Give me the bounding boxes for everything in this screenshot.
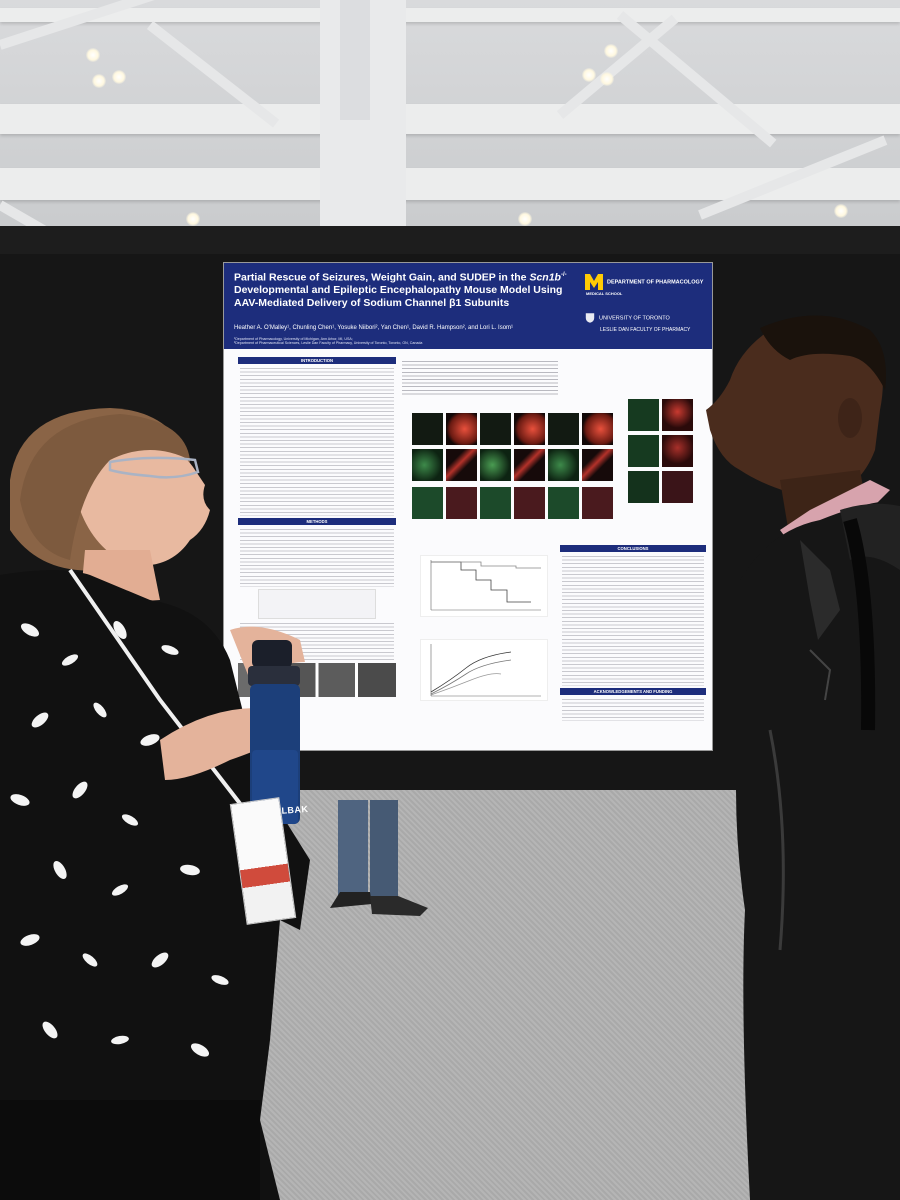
conclusions-panel: CONCLUSIONS ACKNOWLEDGEMENTS AND FUNDING (560, 545, 706, 723)
conclusions-text (562, 554, 704, 686)
introduction-heading: INTRODUCTION (238, 357, 396, 364)
micrograph (514, 449, 545, 481)
micrograph (582, 449, 613, 481)
micrograph (662, 471, 693, 503)
micrograph (446, 449, 477, 481)
micrograph (446, 487, 477, 519)
ceiling-duct (340, 0, 370, 120)
poster-affiliations: ¹Department of Pharmacology, University … (234, 337, 423, 346)
michigan-logo: DEPARTMENT OF PHARMACOLOGY MEDICAL SCHOO… (584, 273, 708, 297)
micrograph (412, 487, 443, 519)
ceiling-light (186, 212, 200, 226)
micrograph (548, 487, 579, 519)
weight-plot (420, 639, 548, 701)
dress-pattern (10, 620, 229, 1057)
ceiling-light (600, 72, 614, 86)
survival-plot (420, 555, 548, 617)
micrograph (480, 487, 511, 519)
micrograph (480, 449, 511, 481)
introduction-text (240, 366, 394, 516)
water-bottle (248, 640, 300, 824)
poster-header: Partial Rescue of Seizures, Weight Gain,… (224, 263, 712, 349)
micrograph (628, 399, 659, 431)
micrograph (582, 487, 613, 519)
toronto-logo: UNIVERSITY OF TORONTO LESLIE DAN FACULTY… (584, 309, 708, 333)
micrograph (480, 413, 511, 445)
micrograph (446, 413, 477, 445)
survival-curve (430, 560, 541, 611)
ceiling-light (518, 212, 532, 226)
poster-middle-column (400, 357, 560, 397)
ceiling-truss (0, 0, 900, 240)
micrograph (628, 471, 659, 503)
ceiling-light (604, 44, 618, 58)
weight-curve (430, 644, 541, 697)
figure-2-caption (402, 359, 558, 395)
bystander-legs (330, 800, 428, 916)
methods-diagram (258, 589, 376, 619)
poster-body: INTRODUCTION METHODS (224, 349, 712, 750)
micrograph (412, 413, 443, 445)
ceiling-light (834, 204, 848, 218)
ceiling-light (86, 48, 100, 62)
conclusions-heading: CONCLUSIONS (560, 545, 706, 552)
methods-heading: METHODS (238, 518, 396, 525)
ceiling-light (92, 74, 106, 88)
micrograph (514, 487, 545, 519)
micrograph (548, 449, 579, 481)
poster-title: Partial Rescue of Seizures, Weight Gain,… (234, 271, 567, 309)
micrograph (582, 413, 613, 445)
micrograph (628, 435, 659, 467)
man-attendee (706, 315, 900, 1200)
poster-left-column: INTRODUCTION METHODS (238, 357, 396, 699)
crest-icon (585, 313, 595, 323)
ceiling-beam (0, 8, 900, 22)
acknowledgements-text (562, 697, 704, 721)
micrograph (662, 399, 693, 431)
micrograph (662, 435, 693, 467)
micrograph (514, 413, 545, 445)
micrograph (412, 449, 443, 481)
acknowledgements-heading: ACKNOWLEDGEMENTS AND FUNDING (560, 688, 706, 695)
poster-authors: Heather A. O'Malley¹, Chunling Chen¹, Yo… (234, 325, 514, 331)
block-m-icon (585, 274, 603, 290)
ceiling-light (112, 70, 126, 84)
woman-presenter (0, 408, 310, 1200)
ceiling-light (582, 68, 596, 82)
micrograph (548, 413, 579, 445)
research-poster: Partial Rescue of Seizures, Weight Gain,… (224, 263, 712, 750)
methods-text (240, 527, 394, 587)
poster-board-top (0, 226, 900, 254)
